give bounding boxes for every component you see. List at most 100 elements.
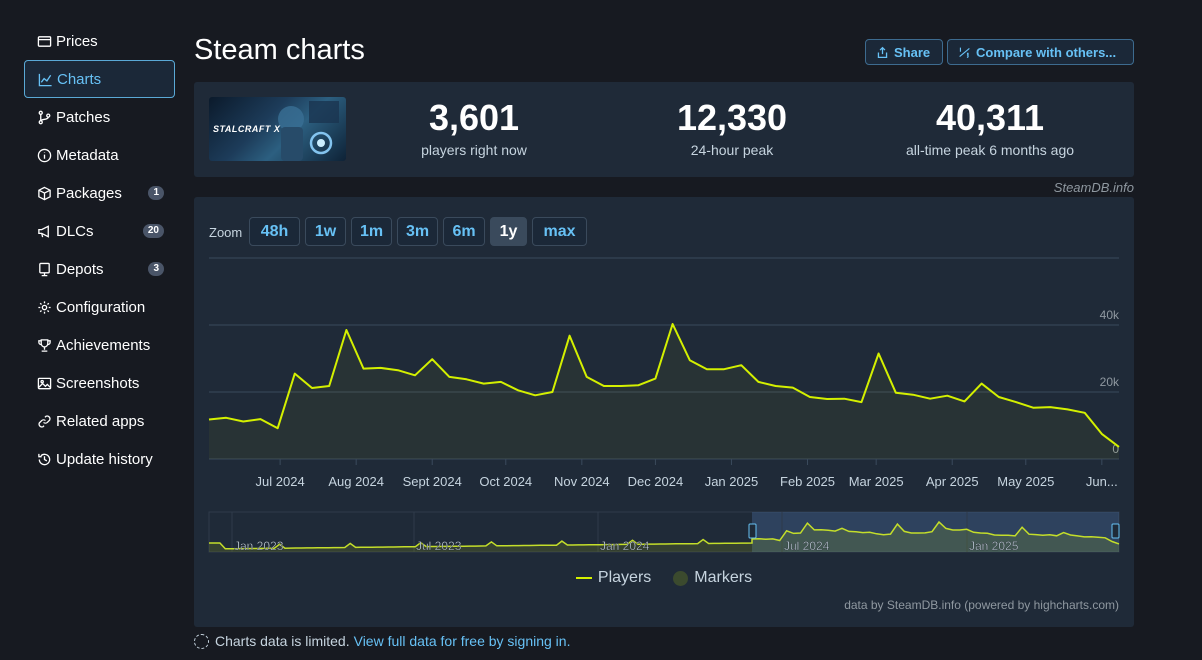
image-icon <box>36 375 52 391</box>
sidebar-item-label: DLCs <box>56 222 94 240</box>
sidebar-item-configuration[interactable]: Configuration <box>24 288 175 326</box>
x-tick-label: Aug 2024 <box>328 474 384 489</box>
legend-markers-swatch <box>673 570 689 586</box>
share-label: Share <box>894 44 931 60</box>
sidebar-item-label: Depots <box>56 260 104 278</box>
legend-players[interactable]: Players <box>575 569 651 587</box>
legend-markers-label: Markers <box>694 569 753 586</box>
x-tick-label: Jul 2024 <box>256 474 305 489</box>
line-chart-icon <box>37 71 53 87</box>
sidebar-item-label: Prices <box>56 32 98 50</box>
stat-alltime-peak: 40,311 all-time peak 6 months ago <box>884 98 1096 159</box>
sidebar-item-label: Patches <box>56 108 111 126</box>
x-tick-label: May 2025 <box>997 474 1054 489</box>
game-header-image[interactable]: STALCRAFT X <box>209 97 346 161</box>
stat-now-label: players right now <box>421 142 527 158</box>
share-button[interactable]: Share <box>865 39 943 65</box>
navigator-label: Jul 2024 <box>784 539 830 553</box>
navigator-label: Jan 2023 <box>234 539 284 553</box>
history-icon <box>36 451 52 467</box>
player-chart[interactable]: 0 20k 40k Jul 2024 Aug 2024 Sept 2024 Oct 2024… <box>194 197 1134 567</box>
sidebar-item-update-history[interactable]: Update history <box>24 440 175 478</box>
navigator-handle-right[interactable] <box>1111 523 1120 539</box>
x-tick-label: Jun... <box>1086 474 1118 489</box>
x-tick-label: Mar 2025 <box>849 474 904 489</box>
x-tick-label: Sept 2024 <box>403 474 462 489</box>
info-icon <box>36 147 52 163</box>
legend-markers[interactable]: Markers <box>673 569 752 587</box>
zoom-1y-button[interactable]: 1y <box>490 217 527 246</box>
server-icon <box>36 261 52 277</box>
navigator-label: Jul 2023 <box>416 539 462 553</box>
zoom-max-button[interactable]: max <box>532 217 587 246</box>
chart-panel: Zoom 48h 1w 1m 3m 6m 1y max 0 20k 40k Jul 2024 Aug… <box>194 197 1134 627</box>
sidebar-item-charts[interactable]: Charts <box>24 60 175 98</box>
x-tick-label: Nov 2024 <box>554 474 610 489</box>
players-line[interactable] <box>208 323 1120 448</box>
y-tick-label: 40k <box>1100 308 1120 322</box>
count-badge: 1 <box>148 186 164 200</box>
compare-label: Compare with others... <box>976 44 1117 60</box>
navigator-line <box>209 520 1120 550</box>
sidebar-item-label: Packages <box>56 184 122 202</box>
sidebar-item-label: Screenshots <box>56 374 140 392</box>
sidebar-item-depots[interactable]: Depots 3 <box>24 250 175 288</box>
navigator-label: Jan 2025 <box>969 539 1019 553</box>
stats-panel: STALCRAFT X 3,601 players right now 12,3… <box>194 82 1134 177</box>
zoom-3m-button[interactable]: 3m <box>397 217 438 246</box>
sidebar-item-label: Charts <box>57 70 102 88</box>
game-art <box>278 101 339 161</box>
compare-button[interactable]: Compare with others... <box>947 39 1134 65</box>
zoom-label: Zoom <box>209 225 243 240</box>
sidebar-item-patches[interactable]: Patches <box>24 98 175 136</box>
sidebar-item-label: Metadata <box>56 146 119 164</box>
sidebar-item-prices[interactable]: Prices <box>24 22 175 60</box>
limited-notice: Charts data is limited. View full data f… <box>194 633 570 649</box>
page-title: Steam charts <box>194 34 365 66</box>
sidebar-item-label: Related apps <box>56 412 145 430</box>
count-badge: 3 <box>148 262 164 276</box>
sign-in-link[interactable]: View full data for free by signing in. <box>353 633 571 649</box>
x-tick-label: Feb 2025 <box>780 474 835 489</box>
credit-card-icon <box>36 33 52 49</box>
git-branch-icon <box>36 109 52 125</box>
sidebar-item-achievements[interactable]: Achievements <box>24 326 175 364</box>
package-icon <box>36 185 52 201</box>
steamdb-credit[interactable]: SteamDB.info <box>1053 180 1134 195</box>
highcharts-credit[interactable]: data by SteamDB.info (powered by highcha… <box>844 598 1119 612</box>
x-tick-label: Apr 2025 <box>926 474 979 489</box>
stat-24h-peak-label: 24-hour peak <box>690 142 774 158</box>
chart-legend: Players Markers <box>194 569 1134 587</box>
zoom-6m-button[interactable]: 6m <box>443 217 485 246</box>
zoom-48h-button[interactable]: 48h <box>249 217 300 246</box>
sidebar-item-metadata[interactable]: Metadata <box>24 136 175 174</box>
sidebar-item-label: Configuration <box>56 298 146 316</box>
stat-24h-peak: 12,330 24-hour peak <box>662 98 802 159</box>
sidebar-item-packages[interactable]: Packages 1 <box>24 174 175 212</box>
sidebar-item-label: Achievements <box>56 336 151 354</box>
x-tick-label: Jan 2025 <box>705 474 759 489</box>
navigator-label: Jan 2024 <box>600 539 650 553</box>
zoom-1w-button[interactable]: 1w <box>305 217 346 246</box>
megaphone-icon <box>36 223 52 239</box>
loading-icon <box>194 633 209 649</box>
y-tick-label: 20k <box>1100 375 1120 389</box>
sidebar-item-related-apps[interactable]: Related apps <box>24 402 175 440</box>
navigator-handle-left[interactable] <box>748 523 757 539</box>
stat-now-value: 3,601 <box>428 97 520 138</box>
x-tick-label: Oct 2024 <box>479 474 532 489</box>
sidebar: Prices Charts Patches Metadata Packages 1 DLCs… <box>24 22 175 478</box>
players-area <box>209 324 1119 459</box>
sidebar-item-dlcs[interactable]: DLCs 20 <box>24 212 175 250</box>
fraction-icon <box>959 47 970 58</box>
game-logo: STALCRAFT X <box>213 124 281 134</box>
sidebar-item-label: Update history <box>56 450 153 468</box>
zoom-1m-button[interactable]: 1m <box>351 217 392 246</box>
share-icon <box>877 46 888 58</box>
sidebar-item-screenshots[interactable]: Screenshots <box>24 364 175 402</box>
stat-now: 3,601 players right now <box>404 97 544 159</box>
stat-alltime-peak-label: all-time peak 6 months ago <box>905 142 1075 158</box>
legend-players-swatch <box>575 577 592 579</box>
navigator-selection[interactable] <box>752 512 1119 552</box>
gear-icon <box>36 299 52 315</box>
